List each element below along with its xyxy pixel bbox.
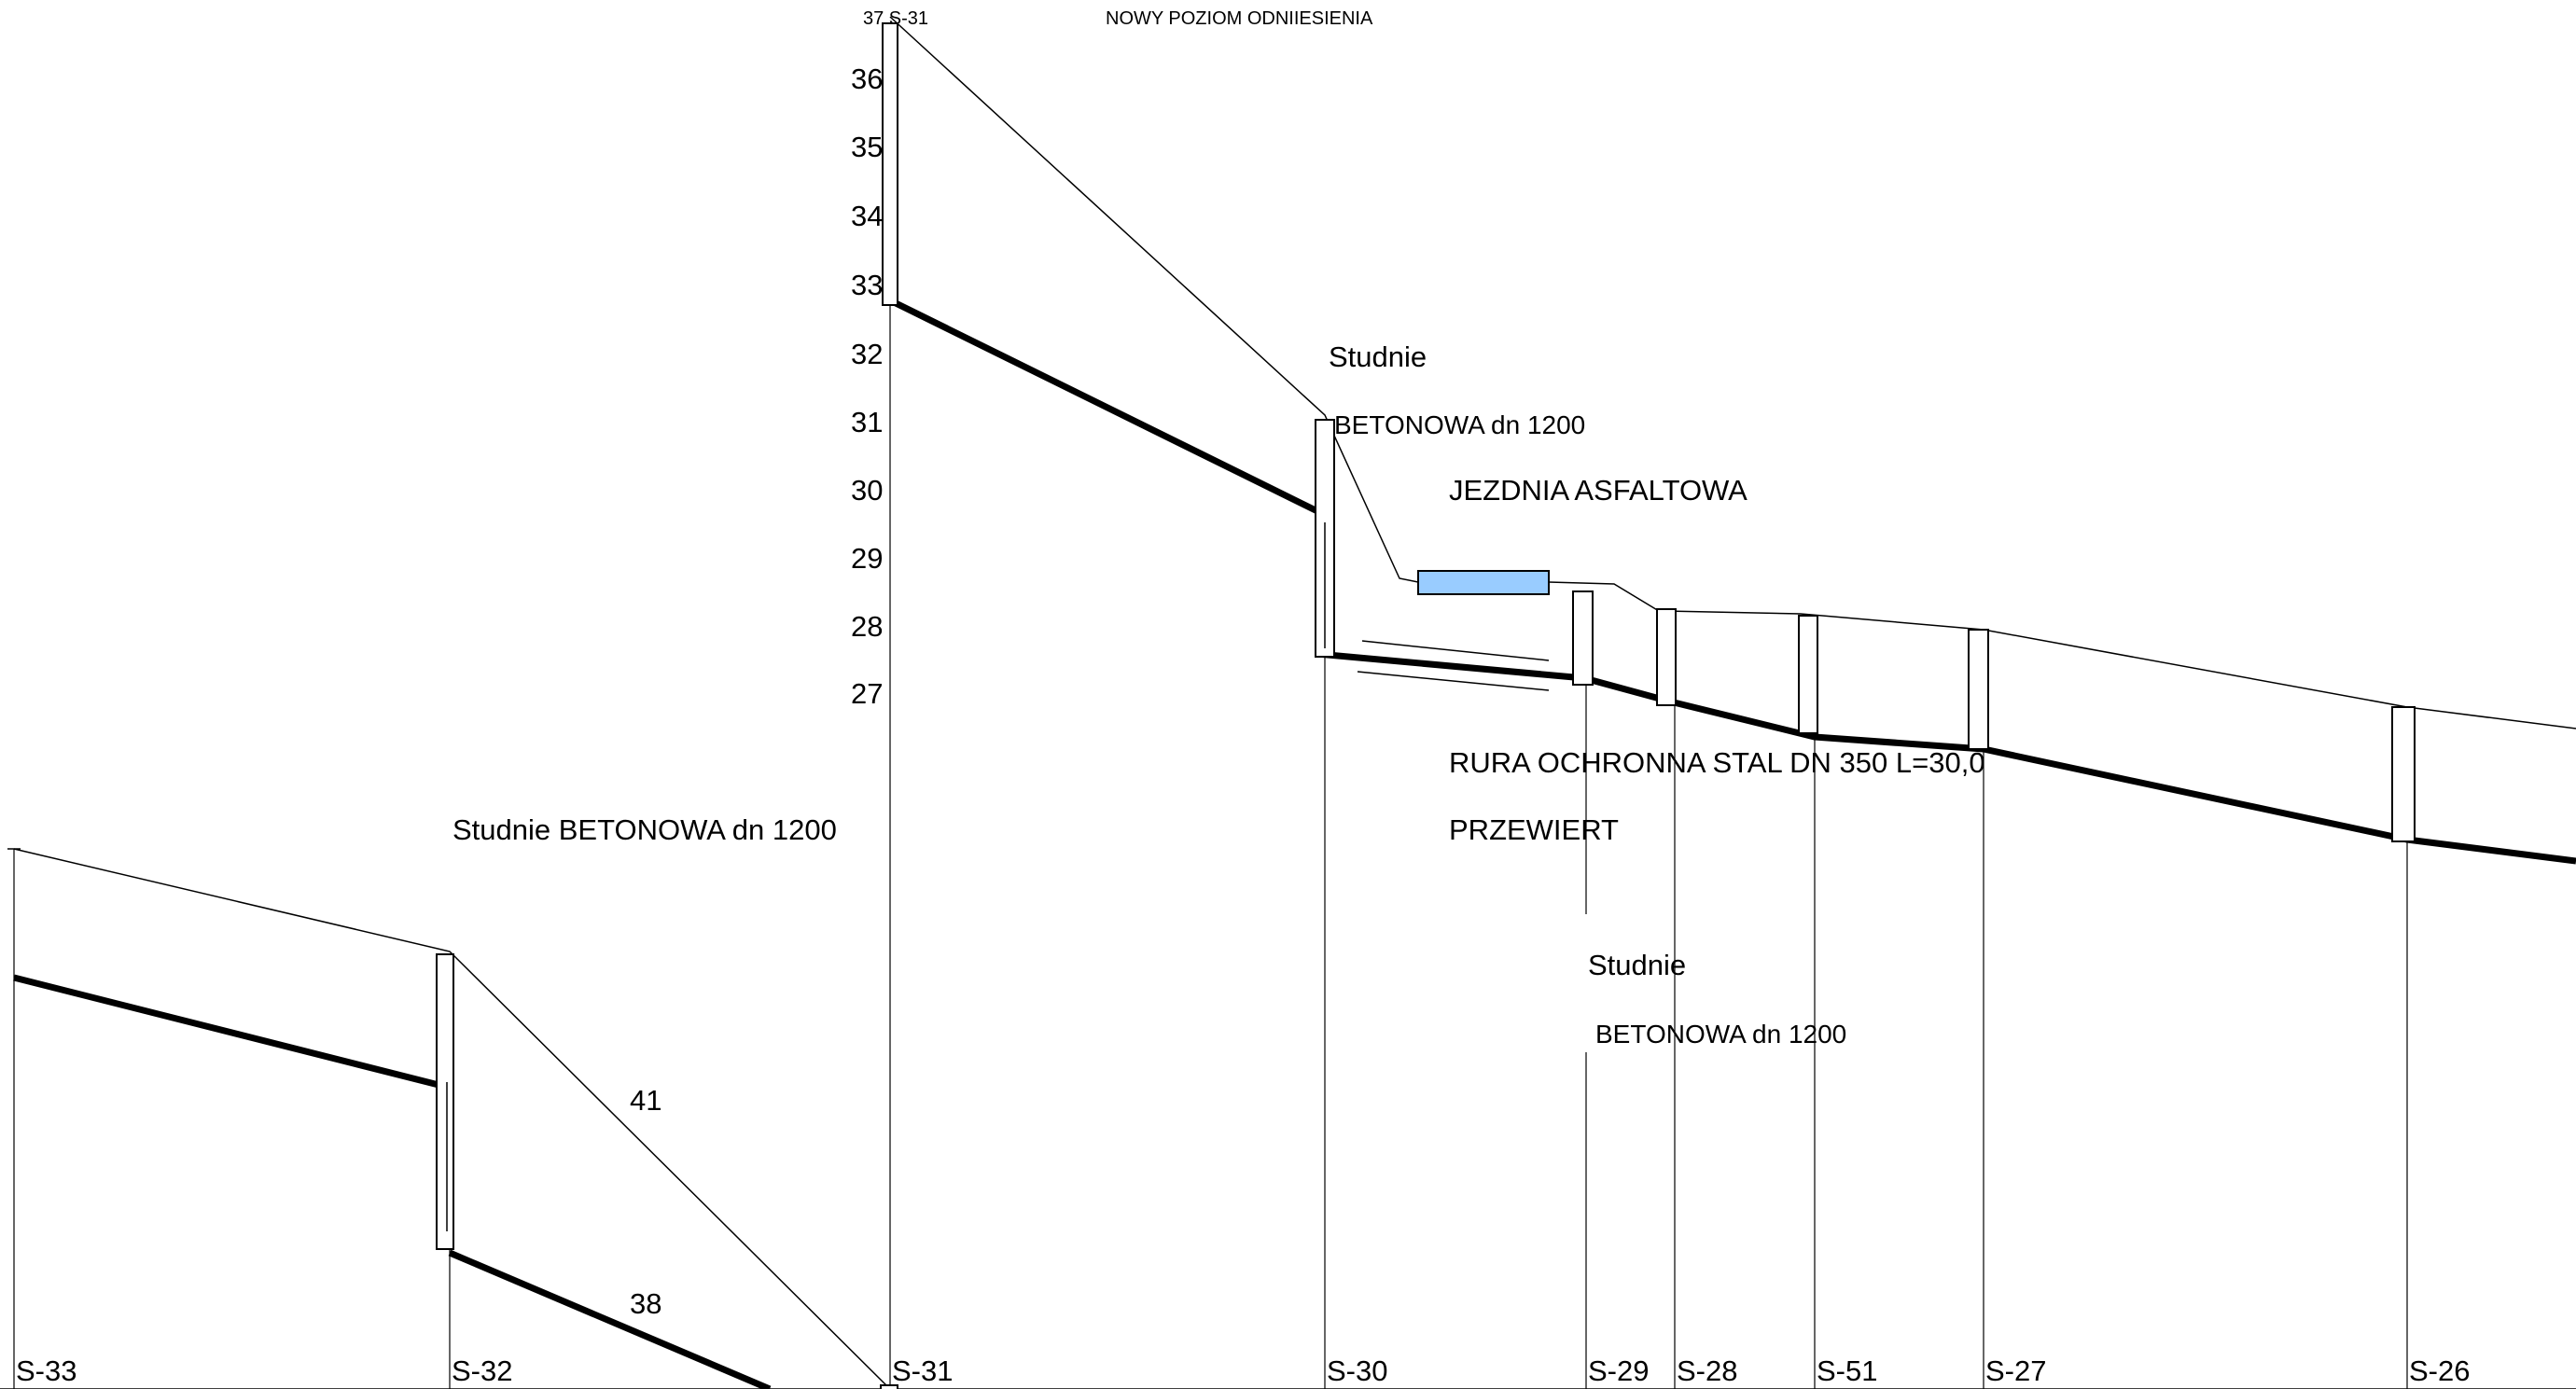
well-label-s29-line2: BETONOWA dn 1200 <box>1595 1020 1846 1049</box>
terrain-line-s31-s30 <box>889 16 1419 583</box>
elevation-label: 36 <box>851 63 883 95</box>
sewer-s33-s32 <box>13 974 451 1091</box>
station-label: S-28 <box>1677 1354 1737 1387</box>
manhole-s51 <box>1798 615 1818 734</box>
elevation-38-label: 38 <box>630 1287 661 1320</box>
top-left-label: 37 S-31 <box>863 8 928 29</box>
well-label-left: Studnie BETONOWA dn 1200 <box>453 813 837 846</box>
reference-level-note: NOWY POZIOM ODNIIESIENIA <box>1106 8 1373 29</box>
manhole-s27 <box>1968 629 1989 750</box>
pipe-label: RURA OCHRONNA STAL DN 350 L=30,0 <box>1449 746 1985 779</box>
manhole-s32 <box>436 953 454 1250</box>
pipe-guides <box>1357 640 1550 691</box>
elevation-label: 35 <box>851 131 883 163</box>
elevation-scale: 36 35 34 33 32 31 30 29 28 27 <box>851 63 883 710</box>
elevation-label: 30 <box>851 474 883 507</box>
well-label-s30-line2: BETONOWA dn 1200 <box>1334 410 1585 439</box>
station-label: S-31 <box>892 1354 953 1387</box>
sewer-invert-lines <box>13 297 2576 1389</box>
well-label-s30-line1: Studnie <box>1329 340 1427 373</box>
manhole-s26 <box>2391 706 2416 842</box>
pipe-guide-lower <box>1357 671 1550 691</box>
sewer-s31-s30 <box>888 297 1319 515</box>
road-label: JEZDNIA ASFALTOWA <box>1449 474 1748 507</box>
terrain-line-road <box>1548 581 1665 612</box>
station-label: S-30 <box>1327 1354 1387 1387</box>
station-lines <box>13 306 2408 1389</box>
drilling-label: PRZEWIERT <box>1449 813 1619 846</box>
manhole-s29 <box>1572 590 1594 686</box>
station-label: S-29 <box>1588 1354 1649 1387</box>
manhole-s31-top <box>882 22 898 306</box>
station-label: S-33 <box>16 1354 77 1387</box>
protective-pipe <box>1417 570 1550 595</box>
elevation-label: 34 <box>851 200 883 232</box>
terrain-lines <box>7 16 2576 1389</box>
station-label: S-51 <box>1817 1354 1877 1387</box>
manholes <box>436 22 2416 1389</box>
manhole-s28 <box>1656 608 1677 706</box>
station-label: S-32 <box>452 1354 512 1387</box>
elevation-label: 31 <box>851 406 883 438</box>
station-label: S-26 <box>2409 1354 2470 1387</box>
sewer-s32-s31 <box>448 1249 772 1389</box>
elevation-label: 27 <box>851 677 883 710</box>
annotations: Studnie BETONOWA dn 1200 Studnie BETONOW… <box>453 340 1985 1320</box>
well-label-s29-line1: Studnie <box>1588 949 1686 981</box>
elevation-label: 33 <box>851 269 883 301</box>
elevation-label: 29 <box>851 542 883 575</box>
elevation-label: 28 <box>851 610 883 643</box>
pipe-guide-upper <box>1361 640 1550 661</box>
elevation-41-label: 41 <box>630 1084 661 1117</box>
elevation-label: 32 <box>851 338 883 370</box>
station-label: S-27 <box>1985 1354 2046 1387</box>
station-labels: S-33 S-32 S-31 S-30 S-29 S-28 S-51 S-27 … <box>16 1354 2470 1387</box>
terrain-line-left <box>13 848 891 1389</box>
manhole-s31-bottom <box>880 1384 898 1389</box>
